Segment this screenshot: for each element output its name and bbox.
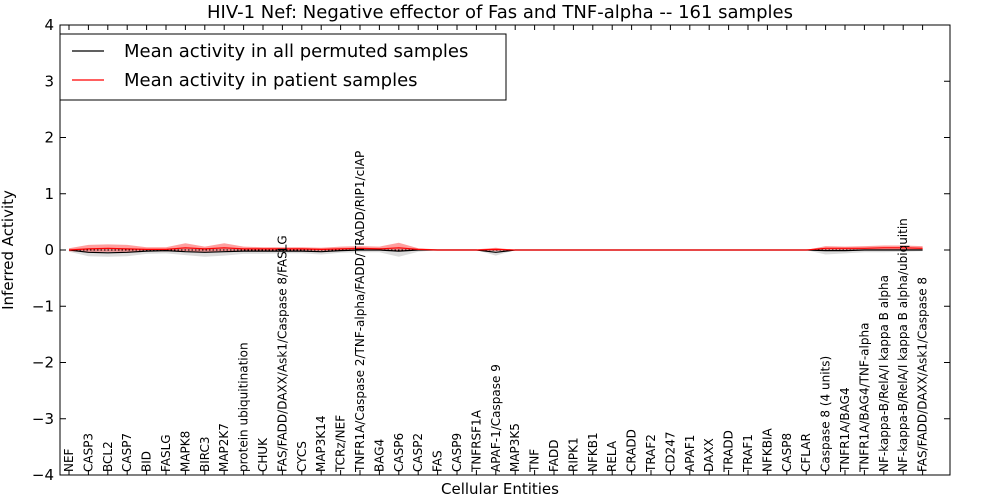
legend-frame: [59, 33, 507, 101]
x-tick-label: NFKB1: [586, 432, 600, 472]
y-tick-label: 3: [44, 72, 54, 90]
x-tick-label: APAF1: [683, 435, 697, 472]
x-tick-label: protein ubiquitination: [237, 342, 251, 472]
x-tick-label: CYCS: [295, 441, 309, 472]
x-tick-label: FAS/FADD/DAXX/Ask1/Caspase 8/FASLG: [275, 235, 289, 472]
y-axis-label: Inferred Activity: [0, 190, 17, 310]
x-tick-label: FAS: [431, 450, 445, 472]
x-tick-label: TNFR1A/Caspase 2/TNF-alpha/FADD/TRADD/RI…: [353, 151, 367, 473]
y-tick-label: −4: [32, 466, 54, 484]
legend-label-permuted: Mean activity in all permuted samples: [124, 41, 468, 62]
x-tick-label: CD247: [663, 431, 677, 472]
x-tick-label: MAPK8: [178, 431, 192, 472]
x-tick-label: RIPK1: [566, 437, 580, 472]
x-tick-labels: NEF CASP3 BCL2 CASP7 BID FASLG MAPK8 BIRC3 MAP2K…: [62, 151, 930, 473]
x-tick-label: CHUK: [256, 437, 270, 472]
y-tick-label: 4: [44, 16, 54, 34]
x-tick-label: RELA: [605, 440, 619, 472]
y-axis-ticks: 4 3 2 1 0 −1 −2 −3 −4: [32, 16, 950, 484]
x-tick-label: CASP6: [392, 433, 406, 472]
x-tick-label: TNFR1A/BAG4/TNF-alpha: [857, 323, 871, 473]
x-tick-label: BCL2: [101, 441, 115, 472]
y-tick-label: 0: [44, 241, 54, 259]
legend: Mean activity in all permuted samples Me…: [59, 33, 507, 101]
x-tick-label: NEF: [62, 448, 76, 472]
x-tick-label: TNF: [528, 449, 542, 473]
x-tick-label: CASP2: [411, 433, 425, 472]
x-tick-label: NFKBIA: [760, 427, 774, 472]
x-tick-label: TRAF1: [741, 434, 755, 473]
x-tick-label: NF-kappa-B/RelA/I kappa B alpha: [877, 275, 891, 472]
x-tick-label: CASP3: [81, 433, 95, 472]
x-tick-label: FASLG: [159, 434, 173, 472]
x-tick-label: CASP8: [780, 433, 794, 472]
x-tick-label: CASP9: [450, 433, 464, 472]
x-tick-label: TRADD: [722, 430, 736, 473]
series-lines: [68, 247, 923, 254]
x-tick-label: APAF-1/Caspase 9: [489, 364, 503, 472]
y-tick-label: 2: [44, 129, 54, 147]
x-tick-label: CFLAR: [799, 433, 813, 472]
x-tick-label: MAP3K14: [314, 415, 328, 472]
x-tick-label: NF-kappa-B/RelA/I kappa B alpha/ubiquiti…: [896, 218, 910, 472]
x-axis-label: Cellular Entities: [441, 480, 559, 498]
x-tick-label: TCRz/NEF: [334, 415, 348, 473]
y-tick-label: 1: [44, 185, 54, 203]
x-tick-label: TNFRSF1A: [469, 409, 483, 473]
x-tick-label: DAXX: [702, 438, 716, 472]
x-tick-label: CASP7: [120, 433, 134, 472]
y-tick-label: −3: [32, 410, 54, 428]
x-tick-label: TNFR1A/BAG4: [838, 387, 852, 473]
patient-mean-line: [68, 247, 923, 251]
x-tick-label: FADD: [547, 440, 561, 473]
y-tick-label: −1: [32, 297, 54, 315]
x-tick-label: FAS/FADD/DAXX/Ask1/Caspase 8: [916, 277, 930, 472]
x-axis-ticks: [68, 25, 924, 475]
x-tick-label: BAG4: [372, 439, 386, 472]
x-tick-label: BID: [140, 451, 154, 472]
x-tick-label: Caspase 8 (4 units): [819, 356, 833, 472]
x-tick-label: BIRC3: [198, 436, 212, 472]
x-tick-label: TRAF2: [644, 434, 658, 473]
x-tick-label: CRADD: [625, 429, 639, 472]
legend-label-patient: Mean activity in patient samples: [124, 70, 418, 91]
x-tick-label: MAP3K5: [508, 423, 522, 472]
x-tick-label: MAP2K7: [217, 423, 231, 472]
y-tick-label: −2: [32, 354, 54, 372]
chart-title: HIV-1 Nef: Negative effector of Fas and …: [207, 2, 793, 23]
